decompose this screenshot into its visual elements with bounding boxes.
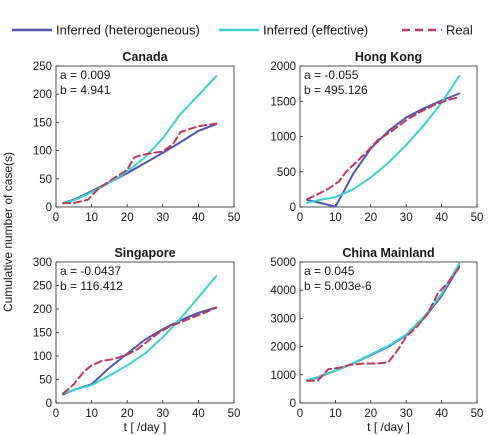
- param-b-annotation: b = 5.003e-6: [304, 279, 372, 293]
- series-line-inferred-effective: [62, 275, 218, 395]
- y-tick-label: 150: [33, 117, 52, 129]
- y-tick-label: 500: [277, 167, 296, 179]
- plot-area: [299, 65, 478, 208]
- panel-title: Hong Kong: [355, 50, 422, 64]
- x-tick-label: 10: [85, 408, 98, 420]
- y-tick-label: 100: [33, 351, 52, 363]
- y-tick-label: 50: [39, 375, 52, 387]
- x-tick-label: 50: [228, 408, 241, 420]
- x-tick-label: 10: [329, 408, 342, 420]
- y-tick-label: 0: [290, 202, 296, 214]
- y-tick-label: 300: [33, 257, 52, 269]
- series-line-real: [306, 96, 461, 201]
- panel-title: Singapore: [114, 246, 175, 260]
- y-tick-label: 200: [33, 89, 52, 101]
- legend: Inferred (heterogeneous) Inferred (effect…: [12, 23, 473, 38]
- x-axis-label: t [ /day ]: [367, 420, 410, 434]
- y-tick-label: 0: [290, 398, 296, 410]
- legend-label-inferred-effective: Inferred (effective): [263, 23, 368, 38]
- x-tick-label: 30: [400, 408, 413, 420]
- x-tick-label: 50: [471, 212, 484, 224]
- y-tick-label: 2000: [270, 342, 296, 354]
- x-tick-label: 20: [364, 408, 377, 420]
- x-tick-label: 10: [329, 212, 342, 224]
- param-b-annotation: b = 4.941: [60, 83, 111, 97]
- y-tick-label: 250: [33, 281, 52, 293]
- param-a-annotation: a = 0.045: [304, 264, 355, 278]
- x-tick-label: 20: [121, 212, 134, 224]
- x-tick-label: 30: [156, 408, 169, 420]
- y-tick-label: 2000: [270, 61, 296, 73]
- x-tick-label: 20: [121, 408, 134, 420]
- param-b-annotation: b = 495.126: [304, 83, 368, 97]
- y-tick-label: 0: [46, 398, 52, 410]
- x-tick-label: 30: [156, 212, 169, 224]
- param-b-annotation: b = 116.412: [60, 279, 123, 293]
- panel-title: China Mainland: [342, 246, 434, 260]
- y-tick-label: 5000: [270, 257, 296, 269]
- series-line-inferred-effective: [306, 74, 461, 204]
- x-tick-label: 40: [435, 408, 448, 420]
- x-tick-label: 40: [192, 212, 205, 224]
- x-tick-label: 40: [192, 408, 205, 420]
- legend-entry-inferred-heterogeneous: Inferred (heterogeneous): [12, 23, 200, 38]
- legend-entry-inferred-effective: Inferred (effective): [219, 23, 368, 38]
- y-tick-label: 1000: [270, 370, 296, 382]
- y-tick-label: 200: [33, 304, 52, 316]
- x-tick-label: 0: [297, 408, 303, 420]
- x-tick-label: 50: [228, 212, 241, 224]
- series-line-real: [306, 266, 461, 382]
- legend-label-inferred-heterogeneous: Inferred (heterogeneous): [56, 23, 200, 38]
- plot-area: [55, 261, 235, 404]
- param-a-annotation: a = -0.0437: [60, 264, 121, 278]
- param-a-annotation: a = 0.009: [60, 68, 111, 82]
- legend-label-real: Real: [446, 23, 473, 38]
- y-tick-label: 100: [33, 146, 52, 158]
- series-line-real: [62, 306, 218, 395]
- y-tick-label: 4000: [270, 285, 296, 297]
- panel-title: Canada: [122, 50, 168, 64]
- panel-singapore: Singapore 0 10 20 30 40 50 0 50 100 150 200 250 300 a …: [33, 246, 241, 434]
- series-line-real: [62, 122, 218, 205]
- y-tick-label: 3000: [270, 313, 296, 325]
- y-tick-label: 250: [33, 61, 52, 73]
- x-tick-label: 0: [53, 408, 59, 420]
- y-tick-label: 1000: [270, 132, 296, 144]
- y-tick-label: 0: [46, 202, 52, 214]
- legend-entry-real: Real: [402, 23, 473, 38]
- panel-china-mainland: China Mainland 0 10 20 30 40 50 0 1000 2000 3000 40…: [270, 246, 483, 434]
- series-line-inferred-effective: [62, 75, 218, 205]
- panel-canada: Canada 0 10 20 30 40 50 0 50 100 150 200 250 a = 0.00…: [33, 50, 241, 224]
- x-tick-label: 0: [297, 212, 303, 224]
- x-tick-label: 50: [471, 408, 484, 420]
- x-tick-label: 30: [400, 212, 413, 224]
- x-tick-label: 40: [435, 212, 448, 224]
- x-axis-label: t [ /day ]: [124, 420, 167, 434]
- shared-y-axis-label: Cumulative number of case(s): [1, 152, 15, 312]
- y-tick-label: 1500: [270, 96, 296, 108]
- y-tick-label: 150: [33, 328, 52, 340]
- y-tick-label: 50: [39, 174, 52, 186]
- x-tick-label: 20: [364, 212, 377, 224]
- param-a-annotation: a = -0.055: [304, 68, 359, 82]
- x-tick-label: 10: [85, 212, 98, 224]
- x-tick-label: 0: [53, 212, 59, 224]
